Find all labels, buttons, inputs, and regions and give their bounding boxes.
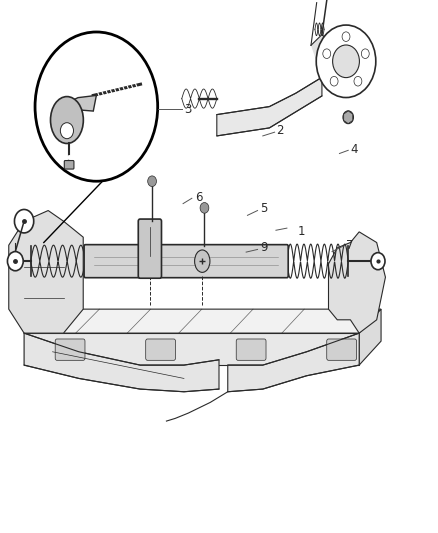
Text: 6: 6 bbox=[195, 191, 202, 204]
Text: 9: 9 bbox=[261, 241, 268, 254]
Circle shape bbox=[371, 253, 385, 270]
Polygon shape bbox=[228, 333, 359, 392]
Polygon shape bbox=[24, 333, 359, 365]
Polygon shape bbox=[328, 232, 385, 333]
Circle shape bbox=[34, 31, 159, 182]
Text: 4: 4 bbox=[350, 143, 358, 156]
Circle shape bbox=[332, 45, 360, 78]
Circle shape bbox=[14, 209, 34, 233]
Ellipse shape bbox=[50, 96, 83, 143]
Text: 2: 2 bbox=[276, 124, 283, 137]
FancyBboxPatch shape bbox=[55, 339, 85, 360]
Circle shape bbox=[200, 203, 209, 213]
FancyBboxPatch shape bbox=[84, 245, 288, 278]
Circle shape bbox=[148, 176, 156, 187]
Ellipse shape bbox=[194, 250, 210, 272]
Polygon shape bbox=[24, 333, 219, 392]
Circle shape bbox=[342, 32, 350, 42]
Circle shape bbox=[35, 32, 158, 181]
Polygon shape bbox=[9, 211, 83, 333]
Polygon shape bbox=[359, 309, 381, 365]
Circle shape bbox=[323, 49, 331, 59]
Circle shape bbox=[343, 111, 353, 124]
Polygon shape bbox=[217, 77, 322, 136]
Polygon shape bbox=[57, 95, 96, 111]
Circle shape bbox=[361, 49, 369, 59]
Polygon shape bbox=[24, 309, 381, 333]
Circle shape bbox=[330, 76, 338, 86]
Text: 3: 3 bbox=[184, 103, 191, 116]
FancyBboxPatch shape bbox=[64, 160, 74, 169]
Circle shape bbox=[7, 252, 23, 271]
Text: 5: 5 bbox=[261, 203, 268, 215]
Text: 1: 1 bbox=[298, 225, 305, 238]
FancyBboxPatch shape bbox=[236, 339, 266, 360]
Circle shape bbox=[354, 76, 362, 86]
Circle shape bbox=[316, 25, 376, 98]
Circle shape bbox=[60, 123, 74, 139]
FancyBboxPatch shape bbox=[327, 339, 357, 360]
FancyBboxPatch shape bbox=[138, 219, 162, 278]
FancyBboxPatch shape bbox=[146, 339, 176, 360]
Text: 7: 7 bbox=[346, 239, 353, 252]
Polygon shape bbox=[311, 35, 333, 77]
Polygon shape bbox=[344, 111, 353, 124]
